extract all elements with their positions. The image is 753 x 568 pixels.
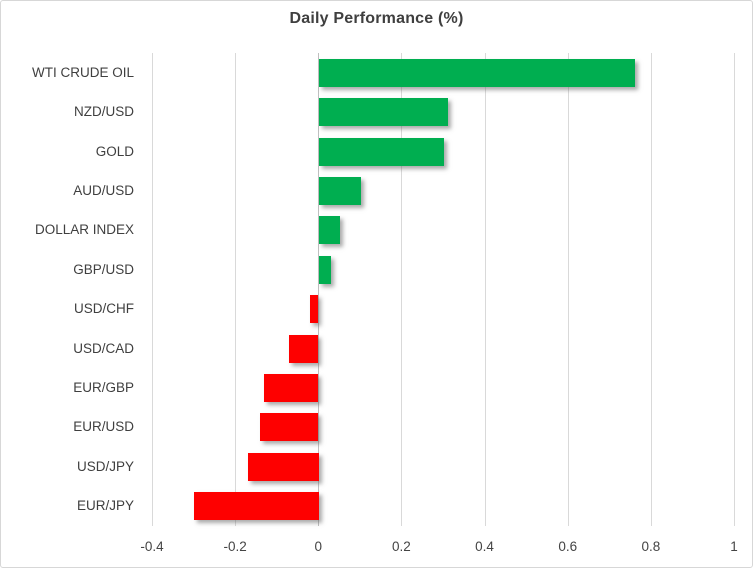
category-label: GOLD bbox=[95, 144, 134, 159]
bar-positive bbox=[319, 59, 635, 87]
x-axis-tick-label: 1 bbox=[730, 539, 738, 554]
x-axis-tick-label: 0.4 bbox=[475, 539, 494, 554]
category-label: GBP/USD bbox=[73, 262, 134, 277]
x-gridline bbox=[651, 53, 652, 526]
category-label: WTI CRUDE OIL bbox=[31, 65, 134, 80]
bar-negative bbox=[194, 492, 319, 520]
bar-negative bbox=[260, 413, 318, 441]
bar-positive bbox=[319, 216, 340, 244]
x-axis-tick-label: 0.8 bbox=[641, 539, 661, 554]
bar-negative bbox=[264, 374, 318, 402]
bar-negative bbox=[310, 295, 318, 323]
x-axis-tick-label: -0.2 bbox=[223, 539, 247, 554]
x-axis-tick-label: 0.2 bbox=[392, 539, 411, 554]
category-label: USD/CHF bbox=[74, 301, 134, 316]
category-label: USD/JPY bbox=[76, 459, 134, 474]
x-gridline bbox=[734, 53, 735, 526]
x-gridline bbox=[568, 53, 569, 526]
bar-positive bbox=[319, 138, 444, 166]
x-axis-tick-label: -0.4 bbox=[140, 539, 164, 554]
x-axis-tick-label: 0 bbox=[314, 539, 323, 554]
x-gridline bbox=[485, 53, 486, 526]
category-label: USD/CAD bbox=[73, 341, 134, 356]
bar-negative bbox=[289, 335, 318, 363]
x-gridline bbox=[152, 53, 153, 526]
bar-positive bbox=[319, 256, 331, 284]
zero-axis-line bbox=[318, 53, 319, 526]
category-label: EUR/GBP bbox=[73, 380, 134, 395]
x-axis-tick-label: 0.6 bbox=[558, 539, 578, 554]
bar-negative bbox=[248, 453, 319, 481]
bar-positive bbox=[319, 98, 448, 126]
chart-title: Daily Performance (%) bbox=[289, 10, 464, 27]
category-label: EUR/JPY bbox=[76, 498, 134, 513]
x-gridline bbox=[235, 53, 236, 526]
category-label: EUR/USD bbox=[73, 419, 134, 434]
category-label: DOLLAR INDEX bbox=[34, 222, 134, 237]
bar-positive bbox=[319, 177, 361, 205]
category-label: NZD/USD bbox=[74, 104, 134, 119]
category-label: AUD/USD bbox=[73, 183, 134, 198]
x-gridline bbox=[401, 53, 402, 526]
